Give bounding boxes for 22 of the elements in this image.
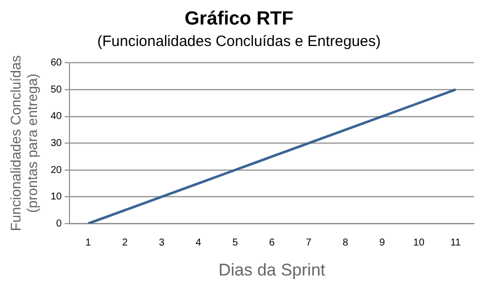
x-tick-label: 5 [232,237,238,248]
x-tick-label: 11 [450,237,462,248]
y-tick-label: 30 [50,138,62,149]
x-tick-label: 7 [306,237,312,248]
x-tick-label: 10 [413,237,425,248]
x-axis-title: Dias da Sprint [218,260,326,280]
y-tick-label: 60 [50,58,62,69]
x-tick-label: 6 [269,237,276,248]
chart-title: Gráfico RTF [184,8,294,30]
y-tick-label: 10 [50,192,62,203]
chart-subtitle: (Funcionalidades Concluídas e Entregues) [97,32,381,50]
x-tick-label: 8 [342,237,349,248]
x-tick-label: 9 [379,237,386,248]
y-tick-label: 50 [50,84,62,96]
y-tick-label: 20 [50,164,62,176]
y-tick-label: 0 [56,218,62,230]
y-tick-label: 40 [50,111,62,122]
x-tick-label: 3 [158,237,165,248]
x-tick-label: 2 [122,237,128,248]
y-axis-title: Funcionalidades Concluídas (prontas para entrega) [7,55,40,232]
x-tick-label: 4 [196,237,202,248]
x-tick-label: 1 [85,237,92,248]
